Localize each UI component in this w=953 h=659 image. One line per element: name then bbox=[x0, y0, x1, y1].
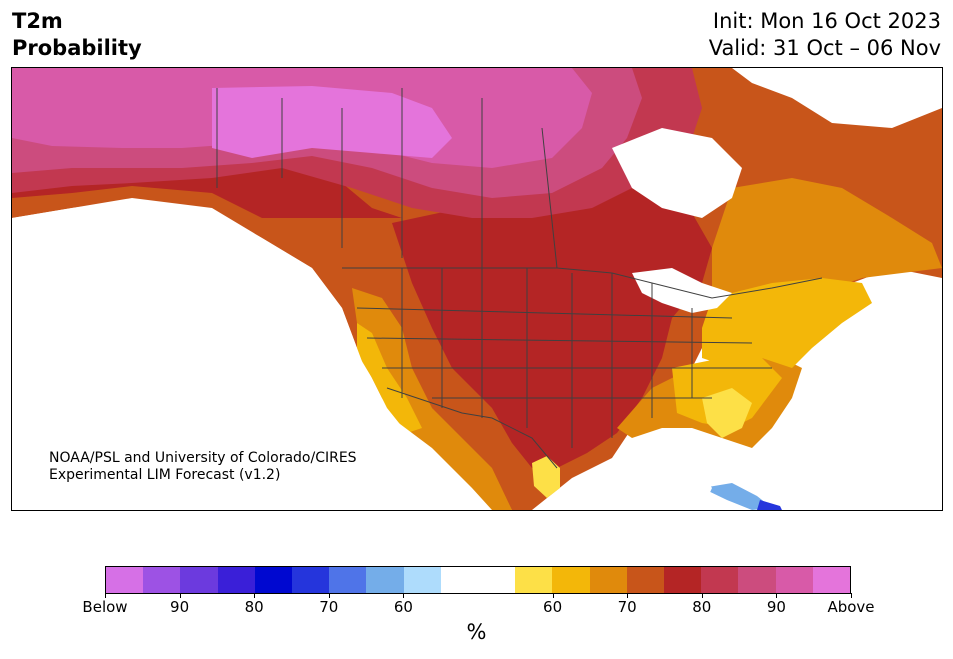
credit-line-2: Experimental LIM Forecast (v1.2) bbox=[49, 467, 281, 483]
colorbar-segment bbox=[626, 567, 665, 593]
colorbar-segment bbox=[440, 567, 479, 593]
region-above-60-ne bbox=[702, 278, 872, 368]
colorbar-segment bbox=[217, 567, 255, 593]
region-above-65-east bbox=[712, 178, 942, 313]
colorbar-segment bbox=[738, 567, 776, 593]
colorbar-tick-mark bbox=[403, 593, 405, 598]
colorbar-segment bbox=[106, 567, 144, 593]
title-line-2: Probability bbox=[12, 36, 142, 60]
colorbar-unit: % bbox=[466, 620, 487, 644]
valid-dates: Valid: 31 Oct – 06 Nov bbox=[708, 36, 941, 60]
colorbar-tick-mark bbox=[851, 593, 852, 598]
credit-line-1: NOAA/PSL and University of Colorado/CIRE… bbox=[49, 450, 357, 466]
boundaries bbox=[216, 88, 823, 469]
state-lines-2 bbox=[356, 307, 772, 399]
colorbar-segment bbox=[515, 567, 553, 593]
state-lines-1 bbox=[401, 268, 693, 448]
colorbar-tick-mark bbox=[701, 593, 703, 598]
colorbar-segment bbox=[812, 567, 851, 593]
credit-text: NOAA/PSL and University of Colorado/CIRE… bbox=[49, 450, 357, 484]
colorbar-tick-label: 80 bbox=[692, 598, 712, 616]
colorbar-tick-label: Above bbox=[827, 598, 875, 616]
region-below-60-cuba bbox=[702, 483, 772, 510]
colorbar-tick-label: Below bbox=[82, 598, 128, 616]
hudson-bay bbox=[612, 128, 742, 218]
colorbar-tick-labels: Below 90 80 70 60 60 70 80 90 Above bbox=[0, 598, 953, 618]
colorbar-tick-mark bbox=[627, 593, 629, 598]
region-above-60-ca bbox=[357, 323, 422, 433]
colorbar-segment bbox=[664, 567, 702, 593]
colorbar-tick-label: 70 bbox=[319, 598, 339, 616]
colorbar-tick-mark bbox=[776, 593, 778, 598]
pacific-ocean bbox=[12, 200, 492, 510]
colorbar-tick-mark bbox=[105, 593, 106, 598]
map-canvas bbox=[12, 68, 942, 510]
map-title: T2m Probability bbox=[12, 8, 142, 62]
colorbar-segment bbox=[329, 567, 367, 593]
colorbar-segment bbox=[292, 567, 330, 593]
forecast-dates: Init: Mon 16 Oct 2023 Valid: 31 Oct – 06… bbox=[709, 8, 941, 62]
colorbar-tick-mark bbox=[552, 593, 554, 598]
colorbar-tickmarks bbox=[0, 593, 953, 599]
arctic-water bbox=[732, 68, 942, 128]
region-above-65-sw bbox=[352, 288, 512, 510]
colorbar-segment bbox=[180, 567, 218, 593]
colorbar-segment bbox=[775, 567, 813, 593]
init-date: Init: Mon 16 Oct 2023 bbox=[712, 9, 941, 33]
colorbar-segment bbox=[589, 567, 627, 593]
colorbar-segment bbox=[403, 567, 441, 593]
gulf-of-mexico bbox=[572, 453, 712, 510]
colorbar-tick-label: 70 bbox=[617, 598, 637, 616]
atlantic-ocean bbox=[772, 308, 942, 510]
colorbar-segment bbox=[478, 567, 516, 593]
region-below-70-cuba bbox=[757, 500, 782, 510]
us-mexico-border bbox=[386, 387, 558, 469]
colorbar-tick-mark bbox=[179, 593, 181, 598]
colorbar-tick-mark bbox=[254, 593, 256, 598]
colorbar-tick-mark bbox=[328, 593, 330, 598]
colorbar-segment bbox=[254, 567, 293, 593]
region-above-55-mx bbox=[532, 456, 560, 498]
colorbar-tick-label: 80 bbox=[244, 598, 264, 616]
colorbar-tick-label: 90 bbox=[170, 598, 190, 616]
province-lines bbox=[281, 88, 558, 269]
colorbar-segment bbox=[552, 567, 590, 593]
colorbar-tick-label: 60 bbox=[543, 598, 563, 616]
colorbar-segment bbox=[701, 567, 739, 593]
title-line-1: T2m bbox=[12, 9, 63, 33]
colorbar-tick-label: 60 bbox=[393, 598, 413, 616]
probability-map: NOAA/PSL and University of Colorado/CIRE… bbox=[11, 67, 943, 511]
colorbar bbox=[105, 566, 851, 594]
colorbar-tick-label: 90 bbox=[766, 598, 786, 616]
region-above-95 bbox=[212, 86, 452, 158]
region-above-55-fl bbox=[702, 388, 752, 438]
colorbar-segment bbox=[366, 567, 404, 593]
colorbar-segment bbox=[143, 567, 181, 593]
